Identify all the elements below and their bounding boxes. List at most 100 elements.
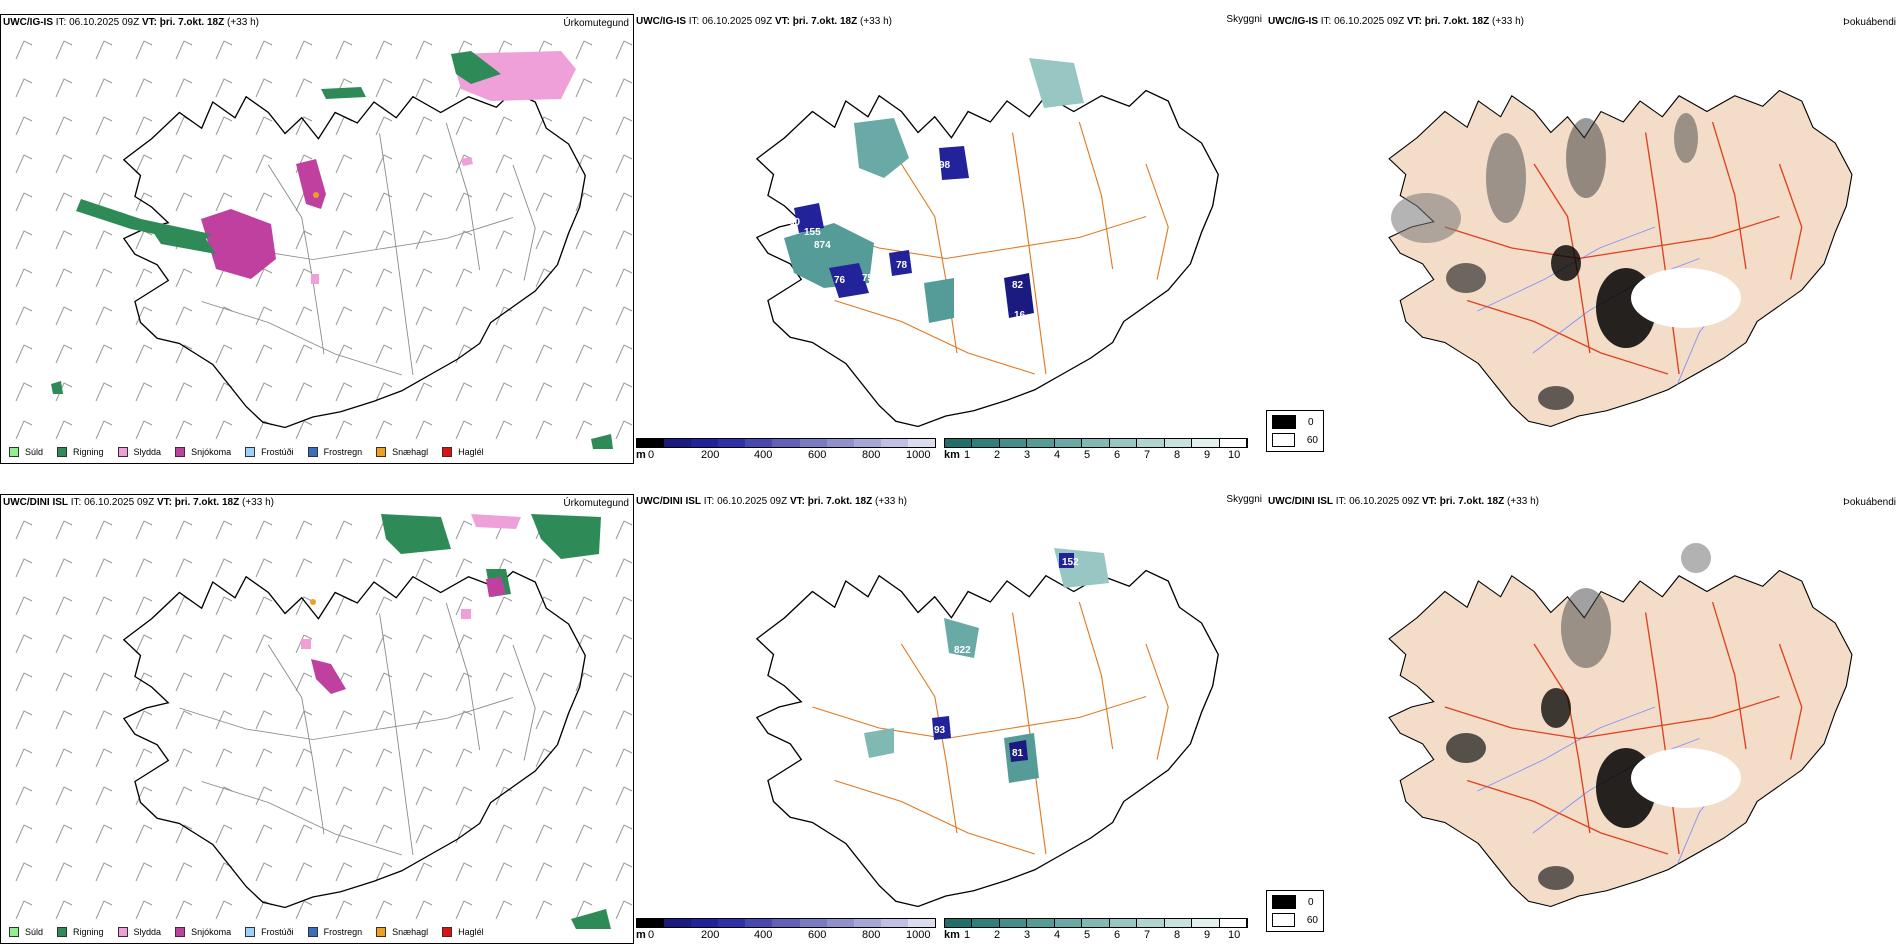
wind-barb bbox=[135, 382, 153, 402]
wind-barb bbox=[15, 192, 33, 212]
wind-barb bbox=[135, 748, 153, 768]
vis-label: 210 bbox=[954, 200, 971, 211]
wind-barb bbox=[455, 824, 473, 844]
wind-barb bbox=[175, 786, 193, 806]
wind-barb bbox=[375, 420, 393, 440]
wind-barb bbox=[55, 192, 73, 212]
colorbar-swatch bbox=[691, 439, 719, 447]
colorbar-swatch bbox=[637, 919, 665, 927]
wind-barb bbox=[375, 382, 393, 402]
wind-barb bbox=[175, 862, 193, 882]
wind-barb bbox=[415, 116, 433, 136]
wind-barb bbox=[15, 40, 33, 60]
colorbar-swatch bbox=[853, 439, 881, 447]
wind-barb bbox=[95, 748, 113, 768]
wind-barb bbox=[255, 786, 273, 806]
wind-barb bbox=[415, 78, 433, 98]
wind-barb bbox=[295, 558, 313, 578]
fog-cell bbox=[1391, 193, 1461, 243]
wind-barb bbox=[135, 558, 153, 578]
wind-barb bbox=[215, 748, 233, 768]
wind-barb bbox=[135, 900, 153, 920]
legend-item: Slydda bbox=[117, 447, 161, 457]
wind-barb bbox=[615, 596, 633, 616]
legend-item: Frostregn bbox=[307, 927, 362, 937]
wind-barb bbox=[335, 786, 353, 806]
wind-barb bbox=[415, 306, 433, 326]
wind-barb bbox=[295, 786, 313, 806]
wind-barb bbox=[215, 596, 233, 616]
fog-cell bbox=[1566, 118, 1606, 198]
wind-barb bbox=[575, 420, 593, 440]
wind-barb bbox=[615, 192, 633, 212]
wind-barb bbox=[135, 672, 153, 692]
wind-barb bbox=[615, 748, 633, 768]
wind-barb bbox=[15, 306, 33, 326]
wind-barb bbox=[575, 824, 593, 844]
sleet-blob bbox=[471, 514, 521, 529]
precip-type-legend: Súld Rigning Slydda Snjókoma Frostúði Fr… bbox=[1, 447, 490, 457]
snow-blob bbox=[311, 659, 346, 694]
wind-barb bbox=[495, 710, 513, 730]
wind-barb bbox=[215, 824, 233, 844]
colorbar-swatch bbox=[907, 439, 936, 447]
low-ceiling-area bbox=[1009, 740, 1028, 762]
fog-map-canvas bbox=[1388, 543, 1853, 908]
legend-item: Haglél bbox=[442, 447, 484, 457]
wind-barb bbox=[215, 672, 233, 692]
precip-type-legend: Súld Rigning Slydda Snjókoma Frostúði Fr… bbox=[1, 927, 490, 937]
wind-barb bbox=[535, 596, 553, 616]
vis-label: 81 bbox=[1012, 748, 1024, 759]
wind-barb bbox=[15, 154, 33, 174]
wind-barb bbox=[295, 382, 313, 402]
wind-barb bbox=[95, 154, 113, 174]
wind-barb bbox=[615, 78, 633, 98]
colorbar-swatch bbox=[880, 919, 908, 927]
wind-barb bbox=[255, 268, 273, 288]
low-ceiling-area bbox=[829, 263, 869, 298]
wind-barb bbox=[455, 786, 473, 806]
fog-title: Þokuábendi bbox=[1843, 17, 1896, 28]
wind-barb bbox=[175, 558, 193, 578]
wind-barb bbox=[615, 558, 633, 578]
wind-barb bbox=[95, 710, 113, 730]
wind-barb bbox=[375, 824, 393, 844]
colorbar-swatch bbox=[1137, 919, 1165, 927]
fog-cell bbox=[1538, 866, 1574, 890]
wind-barb bbox=[175, 154, 193, 174]
wind-barb bbox=[615, 306, 633, 326]
wind-barb bbox=[495, 824, 513, 844]
wind-barb bbox=[135, 710, 153, 730]
rain-blob bbox=[76, 199, 211, 244]
wind-barb bbox=[535, 116, 553, 136]
wind-barb bbox=[335, 558, 353, 578]
wind-barb bbox=[415, 344, 433, 364]
vis-label: 60 bbox=[789, 217, 801, 228]
visibility-map-canvas: 152 822 93 81 11 bbox=[755, 548, 1219, 908]
wind-barb bbox=[135, 824, 153, 844]
wind-barb bbox=[215, 634, 233, 654]
wind-barb bbox=[575, 116, 593, 136]
vis-label: 874 bbox=[814, 240, 831, 251]
wind-barb bbox=[615, 230, 633, 250]
rain-blob bbox=[591, 434, 613, 449]
wind-barb bbox=[15, 520, 33, 540]
colorbar-swatch bbox=[1109, 919, 1138, 927]
wind-barb bbox=[175, 382, 193, 402]
wind-barb bbox=[295, 40, 313, 60]
vis-label: 155 bbox=[804, 227, 821, 238]
wind-barb bbox=[535, 558, 553, 578]
snow-blob bbox=[201, 209, 276, 279]
colorbar-swatch bbox=[718, 439, 746, 447]
wind-barb bbox=[55, 344, 73, 364]
wind-barb bbox=[375, 116, 393, 136]
wind-barb bbox=[95, 824, 113, 844]
low-ceiling-area bbox=[889, 250, 912, 276]
wind-barb bbox=[15, 596, 33, 616]
wind-barb bbox=[95, 900, 113, 920]
colorbar-swatch bbox=[1027, 439, 1055, 447]
wind-barb bbox=[495, 192, 513, 212]
vis-label: 152 bbox=[1062, 557, 1079, 568]
wind-barb bbox=[295, 306, 313, 326]
wind-barb bbox=[375, 862, 393, 882]
